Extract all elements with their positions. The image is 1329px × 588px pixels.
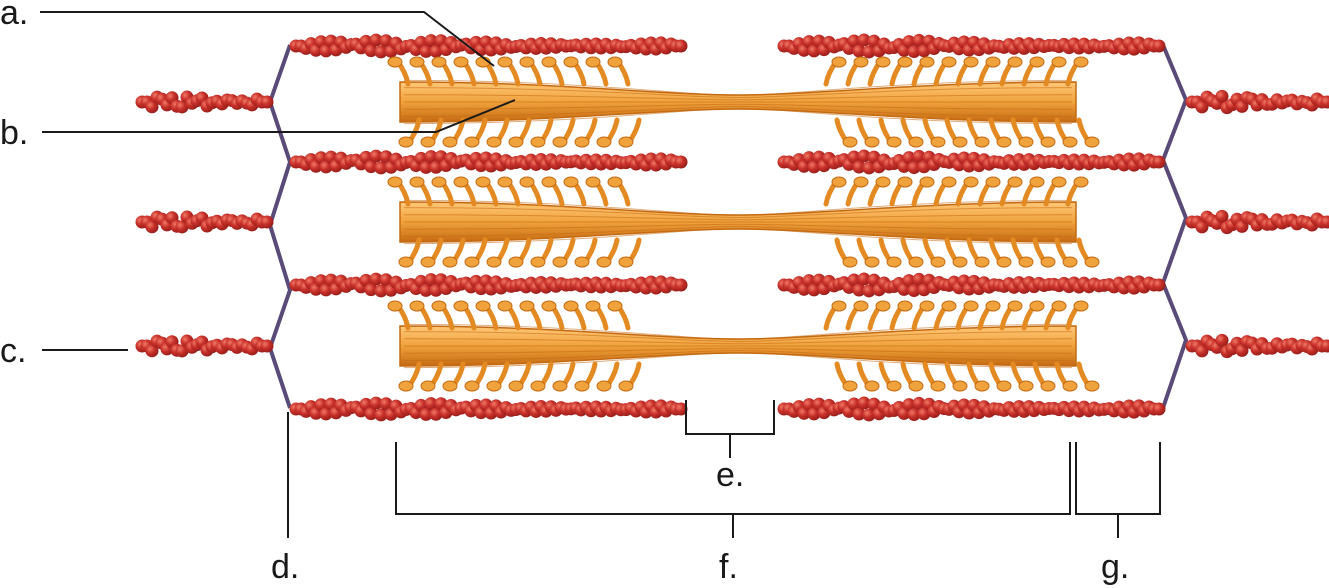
thin-filament-outer-right-3: [1185, 333, 1329, 359]
leader-b: [42, 99, 516, 133]
thick-filament-1: [387, 56, 1100, 148]
thin-filament-left-1: [289, 33, 688, 59]
label-e: e.: [716, 456, 744, 494]
label-c: c.: [0, 332, 26, 370]
thin-filaments: [135, 33, 1329, 422]
label-d: d.: [271, 548, 299, 586]
thick-filament-2: [387, 176, 1100, 268]
thin-filament-outer-left-2: [135, 210, 274, 234]
z-disc-left: [268, 44, 292, 409]
label-f: f.: [719, 548, 738, 586]
thin-filament-outer-right-1: [1185, 89, 1329, 115]
thick-filaments: [387, 56, 1100, 392]
bracket-e: [685, 400, 775, 435]
thick-filament-3: [387, 300, 1100, 392]
labels: a. b. c. d. e. f. g.: [0, 0, 1129, 586]
thin-filament-left-3: [289, 272, 688, 298]
label-b: b.: [0, 114, 28, 152]
myosin-heads: [387, 56, 1100, 148]
leader-lines: [40, 11, 1161, 538]
thin-filament-right-1: [777, 33, 1166, 59]
thin-filament-left-2: [289, 149, 688, 175]
thin-filament-outer-left-3: [135, 334, 274, 358]
label-a: a.: [0, 0, 28, 32]
z-disc-right: [1161, 44, 1188, 409]
thin-filament-right-4: [777, 396, 1166, 422]
label-g: g.: [1101, 548, 1129, 586]
bracket-g: [1075, 442, 1161, 515]
thin-filament-outer-left-1: [135, 90, 274, 114]
thin-filament-right-2: [777, 149, 1166, 175]
myosin-heads: [387, 300, 1100, 392]
leader-a: [40, 11, 495, 67]
myosin-heads: [387, 176, 1100, 268]
thin-filament-right-3: [777, 272, 1166, 298]
thin-filament-left-4: [289, 396, 688, 422]
thin-filament-outer-right-2: [1185, 209, 1329, 235]
